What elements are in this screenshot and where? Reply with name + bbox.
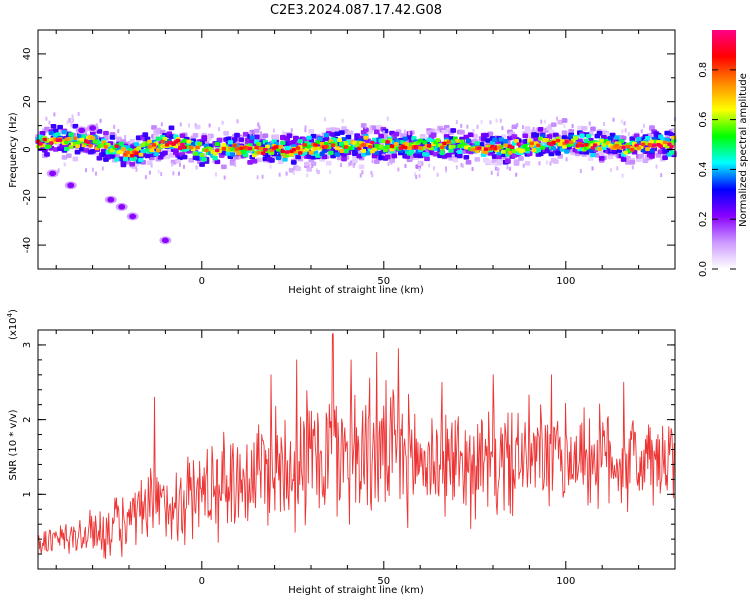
outlier-blob (46, 169, 59, 178)
outlier-blob (115, 202, 128, 211)
y-tick-label: 2 (22, 416, 33, 422)
bottom-y-axis-label: SNR (10 * v/v) (8, 409, 19, 480)
ridge-band-4 (36, 136, 674, 158)
snr-frame (37, 329, 676, 570)
colorbar-tick-label: 0.6 (698, 112, 709, 128)
outlier-blob (104, 195, 117, 204)
snr-series-line (38, 334, 674, 559)
spectrogram-panel: 0 50 100 -40 -20 0 20 40 Height of straight li… (8, 29, 677, 296)
spectral-amplitude-field (35, 112, 677, 245)
x-tick-label: 0 (199, 576, 205, 587)
x-tick-label: 100 (556, 276, 575, 287)
x-tick-label: 100 (556, 576, 575, 587)
x-tick-label: 0 (199, 276, 205, 287)
colorbar-gradient (712, 30, 736, 269)
bottom-axis-ticks (38, 330, 676, 569)
y-tick-label: -40 (22, 237, 33, 253)
colorbar-label: Normalized spectral amplitude (738, 73, 749, 227)
outlier-blob (126, 212, 139, 221)
colorbar-ticks: 0.0 0.2 0.4 0.6 0.8 (698, 62, 736, 277)
top-y-tick-labels: -40 -20 0 20 40 (22, 48, 33, 254)
top-y-axis-label: Frequency (Hz) (8, 112, 19, 188)
x-tick-label: 50 (377, 576, 390, 587)
outlier-blob (75, 126, 88, 135)
y-tick-label: 0 (22, 146, 33, 152)
y-multiplier: (x104) (6, 309, 19, 340)
y-tick-label: 40 (22, 48, 33, 61)
y-tick-label: 1 (22, 491, 33, 497)
colorbar: 0.0 0.2 0.4 0.6 0.8 Normalized spectral ampl… (698, 30, 749, 277)
svg-text:(x104): (x104) (6, 309, 19, 340)
faint-speckle (45, 112, 676, 180)
outlier-blob (86, 123, 99, 132)
y-tick-label: 20 (22, 95, 33, 108)
outlier-blob (159, 236, 172, 245)
top-axis-ticks (38, 29, 676, 270)
bottom-x-axis-label: Height of straight line (km) (288, 585, 424, 596)
colorbar-tick-label: 0.4 (698, 161, 709, 177)
top-x-tick-labels: 0 50 100 (199, 276, 576, 287)
bottom-y-tick-labels: 1 2 3 (22, 342, 33, 498)
colorbar-tick-label: 0.8 (698, 62, 709, 78)
y-tick-label: 3 (22, 342, 33, 348)
x-tick-label: 50 (377, 276, 390, 287)
snr-panel: 0 50 100 123 Height of straight line (km) … (6, 309, 676, 596)
colorbar-tick-label: 0.2 (698, 211, 709, 227)
spectrogram-frame (37, 29, 676, 270)
outlier-blob (64, 181, 77, 190)
figure-title: C2E3.2024.087.17.42.G08 (270, 3, 442, 18)
top-x-axis-label: Height of straight line (km) (288, 285, 424, 296)
colorbar-tick-label: 0.0 (698, 261, 709, 277)
y-tick-label: -20 (22, 189, 33, 205)
bottom-x-tick-labels: 0 50 100 (199, 576, 576, 587)
